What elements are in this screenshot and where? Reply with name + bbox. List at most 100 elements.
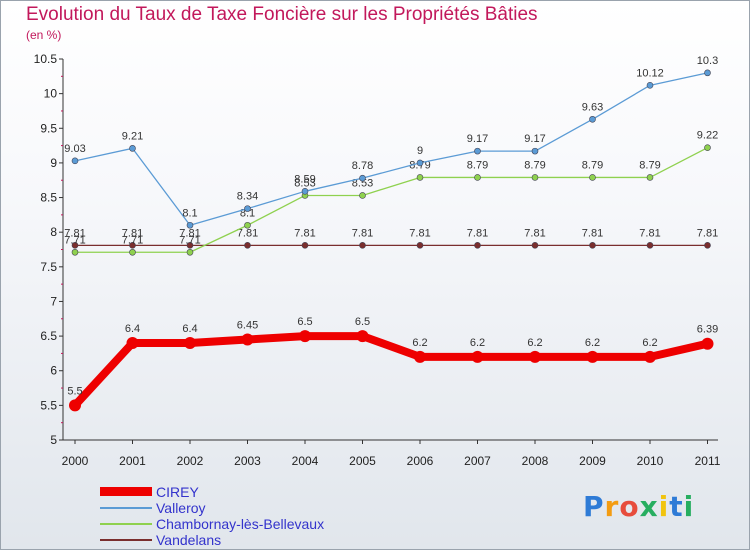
data-point-valleroy [301, 188, 309, 195]
data-label-cirey: 6.2 [585, 337, 600, 349]
x-tick-label: 2002 [177, 454, 204, 468]
data-label-cirey: 6.4 [125, 323, 140, 335]
data-label-cirey: 6.5 [297, 316, 312, 328]
data-point-valleroy [646, 82, 654, 89]
data-label-cirey: 6.2 [470, 337, 485, 349]
logo-letter: r [604, 490, 620, 523]
data-point-vandelans [474, 242, 481, 249]
data-label-valleroy: 10.12 [636, 67, 664, 79]
data-point-vandelans [646, 242, 654, 249]
data-point-chambornay-l-s-bellevaux [129, 248, 136, 256]
data-point-cirey [69, 399, 81, 412]
data-label-valleroy: 9.63 [582, 101, 603, 113]
y-tick-label: 8.5 [40, 191, 57, 205]
data-label-vandelans: 7.81 [237, 227, 258, 239]
data-label-valleroy: 8.78 [352, 160, 373, 172]
y-tick-label: 7 [50, 294, 57, 308]
x-tick-label: 2004 [292, 454, 319, 468]
y-tick-label: 5 [50, 433, 57, 447]
legend-swatch-cirey [100, 487, 152, 496]
data-label-vandelans: 7.81 [639, 227, 660, 239]
data-label-chambornay-l-s-bellevaux: 8.79 [639, 159, 660, 171]
y-tick-label: 6 [50, 364, 57, 378]
chart-title: Evolution du Taux de Taxe Foncière sur l… [26, 4, 538, 25]
data-point-vandelans [416, 242, 424, 249]
legend-label-cirey: CIREY [156, 484, 199, 500]
legend-label-valleroy: Valleroy [156, 500, 206, 516]
data-point-valleroy [244, 205, 251, 212]
data-label-vandelans: 7.81 [697, 227, 718, 239]
data-label-valleroy: 9.21 [122, 130, 143, 142]
chart-subtitle: (en %) [26, 28, 62, 42]
y-tick-label: 9 [50, 156, 57, 170]
series-line-chambornay-l-s-bellevaux [75, 147, 708, 253]
proxiti-logo: Proxiti [583, 490, 694, 523]
data-point-vandelans [129, 242, 136, 249]
data-label-cirey: 6.2 [412, 337, 427, 349]
data-point-chambornay-l-s-bellevaux [71, 248, 79, 256]
series-line-valleroy [74, 72, 708, 226]
legend-swatch-chambornay [100, 523, 152, 525]
data-point-cirey [299, 330, 311, 343]
data-label-valleroy: 8.1 [182, 207, 197, 219]
data-point-chambornay-l-s-bellevaux [531, 174, 539, 181]
data-point-vandelans [589, 242, 596, 249]
data-label-chambornay-l-s-bellevaux: 9.22 [697, 130, 718, 142]
data-point-chambornay-l-s-bellevaux [704, 144, 711, 151]
data-label-chambornay-l-s-bellevaux: 7.71 [64, 234, 85, 246]
x-tick-label: 2011 [695, 454, 721, 468]
data-point-chambornay-l-s-bellevaux [646, 174, 654, 181]
data-point-chambornay-l-s-bellevaux [416, 174, 424, 181]
data-point-valleroy [416, 159, 424, 167]
data-label-vandelans: 7.81 [122, 227, 143, 239]
data-point-cirey [184, 337, 196, 350]
x-tick-label: 2001 [119, 454, 146, 468]
data-point-chambornay-l-s-bellevaux [244, 221, 251, 229]
logo-letter: o [619, 490, 640, 523]
y-tick-label: 9.5 [40, 121, 57, 135]
data-label-chambornay-l-s-bellevaux: 7.71 [179, 234, 200, 246]
data-point-cirey [586, 350, 599, 363]
series-line-cirey [72, 332, 709, 409]
data-label-valleroy: 9 [417, 145, 423, 157]
data-point-cirey [356, 330, 369, 343]
data-point-cirey [471, 350, 484, 363]
x-tick-label: 2007 [464, 454, 491, 468]
data-label-chambornay-l-s-bellevaux: 8.53 [294, 177, 315, 189]
data-label-valleroy: 9.17 [524, 133, 545, 145]
data-point-valleroy [186, 221, 194, 229]
data-label-valleroy: 9.17 [467, 133, 488, 145]
data-label-cirey: 5.5 [67, 385, 82, 397]
data-label-chambornay-l-s-bellevaux: 8.79 [582, 159, 603, 171]
data-point-vandelans [301, 242, 309, 249]
x-tick-label: 2008 [522, 454, 549, 468]
data-label-chambornay-l-s-bellevaux: 8.79 [467, 159, 488, 171]
y-tick-label: 5.5 [40, 398, 57, 412]
data-label-valleroy: 8.34 [237, 191, 258, 203]
data-point-valleroy [129, 145, 136, 152]
data-label-vandelans: 7.81 [352, 227, 373, 239]
logo-letter: t [669, 490, 684, 523]
data-label-cirey: 6.2 [642, 337, 657, 349]
data-label-chambornay-l-s-bellevaux: 8.53 [352, 177, 373, 189]
data-label-chambornay-l-s-bellevaux: 7.71 [122, 234, 143, 246]
x-tick-label: 2000 [62, 454, 89, 468]
legend-swatch-valleroy [100, 507, 152, 509]
data-label-vandelans: 7.81 [409, 227, 430, 239]
data-label-cirey: 6.5 [355, 316, 370, 328]
data-point-chambornay-l-s-bellevaux [589, 174, 596, 181]
data-point-valleroy [359, 174, 366, 182]
data-point-vandelans [531, 242, 539, 249]
logo-letter: i [683, 490, 695, 523]
data-point-cirey [414, 350, 426, 363]
data-point-cirey [644, 350, 656, 363]
data-label-vandelans: 7.81 [524, 227, 545, 239]
x-tick-label: 2009 [579, 454, 606, 468]
data-point-valleroy [531, 147, 539, 155]
y-tick-label: 6.5 [40, 329, 57, 343]
logo-letter: P [583, 490, 605, 523]
data-label-cirey: 6.39 [697, 324, 718, 336]
logo-letter: x [639, 490, 659, 523]
data-point-chambornay-l-s-bellevaux [359, 192, 366, 199]
